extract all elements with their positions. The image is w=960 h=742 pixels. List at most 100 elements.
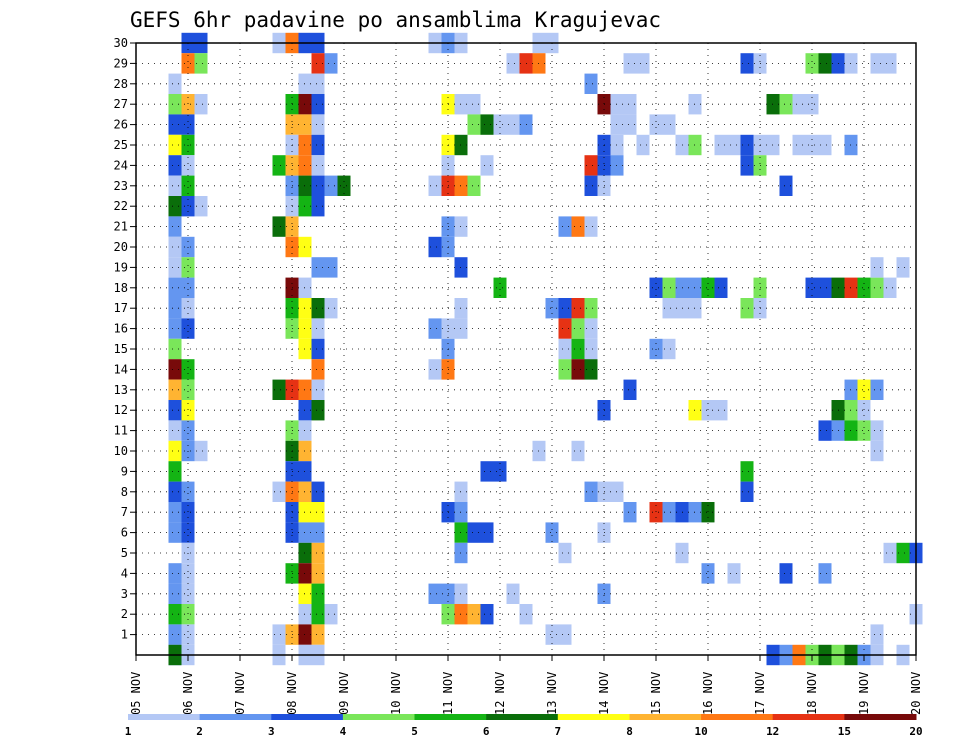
colorbar-swatch bbox=[486, 714, 559, 720]
y-tick-label: 7 bbox=[121, 505, 128, 519]
heatmap-cell bbox=[818, 134, 832, 156]
heatmap-cell bbox=[779, 563, 793, 584]
colorbar-swatch bbox=[772, 714, 845, 720]
heatmap-cell bbox=[467, 114, 481, 135]
heatmap-cell bbox=[870, 277, 884, 298]
heatmap-cell bbox=[428, 583, 442, 604]
heatmap-cell bbox=[818, 53, 832, 74]
heatmap-cell bbox=[792, 134, 806, 156]
colorbar-swatch bbox=[128, 714, 201, 720]
heatmap-cell bbox=[584, 359, 598, 380]
heatmap-cell bbox=[324, 53, 338, 74]
heatmap-cell bbox=[181, 114, 195, 135]
y-tick-label: 16 bbox=[114, 322, 128, 336]
heatmap-cell bbox=[181, 257, 195, 278]
y-tick-label: 19 bbox=[114, 260, 128, 274]
heatmap-cell bbox=[467, 522, 481, 543]
heatmap-cell bbox=[558, 318, 572, 339]
heatmap-cell bbox=[311, 563, 325, 584]
heatmap-cell bbox=[701, 563, 715, 584]
y-tick-label: 22 bbox=[114, 199, 128, 213]
heatmap-cell bbox=[870, 257, 884, 278]
y-tick-label: 3 bbox=[121, 587, 128, 601]
heatmap-cell bbox=[493, 461, 507, 482]
heatmap-cell bbox=[168, 400, 182, 421]
heatmap-cell bbox=[181, 624, 195, 645]
heatmap-cell bbox=[740, 298, 754, 319]
heatmap-cell bbox=[571, 440, 585, 462]
heatmap-cell bbox=[883, 542, 897, 564]
heatmap-cell bbox=[168, 440, 182, 462]
colorbar: 1 2 3 4 5 6 7 8 10 12 15 20 bbox=[125, 714, 923, 738]
heatmap-cell bbox=[779, 175, 793, 196]
heatmap-cell bbox=[324, 175, 338, 196]
heatmap-cell bbox=[272, 624, 286, 645]
x-tick-label: 11 NOV bbox=[441, 672, 455, 715]
y-tick-label: 13 bbox=[114, 383, 128, 397]
y-tick-label: 20 bbox=[114, 240, 128, 254]
y-tick-label: 8 bbox=[121, 485, 128, 499]
heatmap-cell bbox=[311, 604, 325, 625]
heatmap-cell bbox=[168, 359, 182, 380]
heatmap-cell bbox=[181, 359, 195, 380]
colorbar-swatch bbox=[414, 714, 487, 720]
heatmap-cell bbox=[571, 318, 585, 339]
x-tick-label: 14 NOV bbox=[597, 672, 611, 715]
heatmap-cell bbox=[857, 277, 871, 298]
colorbar-label: 5 bbox=[411, 725, 418, 738]
heatmap-cell bbox=[701, 400, 715, 421]
heatmap-cell bbox=[818, 563, 832, 584]
heatmap-cell bbox=[649, 502, 663, 523]
heatmap-cell bbox=[467, 94, 481, 115]
colorbar-swatch bbox=[342, 714, 415, 720]
heatmap-cell bbox=[272, 216, 286, 237]
x-tick-label: 17 NOV bbox=[753, 672, 767, 715]
heatmap-cell bbox=[857, 400, 871, 421]
heatmap-cell bbox=[623, 114, 637, 135]
heatmap-cell bbox=[896, 257, 910, 278]
heatmap-cell bbox=[558, 298, 572, 319]
heatmap-cell bbox=[311, 94, 325, 115]
heatmap-cell bbox=[181, 522, 195, 543]
colorbar-swatch bbox=[844, 714, 917, 720]
heatmap-cell bbox=[740, 461, 754, 482]
colorbar-label: 8 bbox=[626, 725, 633, 738]
heatmap-cell bbox=[428, 175, 442, 196]
heatmap-cell bbox=[506, 583, 520, 604]
heatmap-cell bbox=[168, 155, 182, 176]
heatmap-cell bbox=[168, 420, 182, 441]
heatmap-cell bbox=[467, 175, 481, 196]
heatmap-cell bbox=[584, 155, 598, 176]
heatmap-cell bbox=[818, 420, 832, 441]
heatmap-cell bbox=[168, 175, 182, 196]
heatmap-cell bbox=[623, 94, 637, 115]
heatmap-cell bbox=[727, 134, 741, 156]
heatmap-cell bbox=[181, 196, 195, 217]
heatmap-cell bbox=[805, 277, 819, 298]
heatmap-cell bbox=[883, 277, 897, 298]
heatmap-cell bbox=[311, 257, 325, 278]
heatmap-cell bbox=[181, 318, 195, 339]
heatmap-cell bbox=[662, 277, 676, 298]
x-tick-label: 09 NOV bbox=[337, 672, 351, 715]
heatmap-cell bbox=[311, 400, 325, 421]
heatmap-cell bbox=[558, 359, 572, 380]
heatmap-cell bbox=[194, 440, 208, 462]
heatmap-cell bbox=[545, 522, 559, 543]
heatmap-cell bbox=[168, 583, 182, 604]
x-tick-label: 08 NOV bbox=[285, 672, 299, 715]
heatmap-cell bbox=[181, 481, 195, 502]
x-tick-label: 05 NOV bbox=[129, 672, 143, 715]
heatmap-cell bbox=[584, 338, 598, 360]
heatmap-cell bbox=[181, 583, 195, 604]
heatmap-cell bbox=[558, 216, 572, 237]
y-tick-label: 30 bbox=[114, 36, 128, 50]
heatmap-cell bbox=[584, 73, 598, 94]
colorbar-swatch bbox=[271, 714, 344, 720]
colorbar-label: 12 bbox=[766, 725, 779, 738]
y-tick-label: 14 bbox=[114, 362, 128, 376]
heatmap-cell bbox=[311, 379, 325, 400]
heatmap-cell bbox=[558, 542, 572, 564]
heatmap-cell bbox=[181, 563, 195, 584]
heatmap-cell bbox=[740, 155, 754, 176]
